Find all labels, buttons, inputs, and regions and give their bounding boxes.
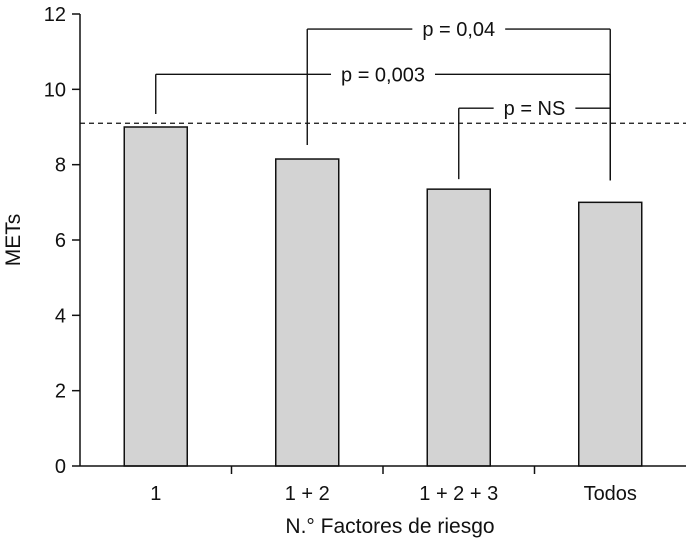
y-tick-label: 8 (55, 155, 66, 177)
x-tick-label: Todos (584, 483, 637, 505)
annotations-layer: p = 0,04 p = 0,003 p = NS (155, 19, 611, 181)
y-axis-title: METs (2, 214, 25, 267)
y-tick-label: 6 (55, 230, 66, 252)
bars-layer (123, 126, 643, 467)
y-tick-label: 0 (55, 456, 66, 478)
bar-3 (426, 188, 491, 467)
y-tick-label: 4 (55, 305, 66, 327)
significance-label: p = 0,04 (422, 19, 495, 41)
bar-2 (275, 158, 340, 467)
significance-label: p = NS (504, 98, 566, 120)
bar-1 (123, 126, 188, 467)
y-tick-label: 10 (44, 79, 66, 101)
x-axis-title: N.° Factores de riesgo (285, 515, 494, 538)
y-tick-label: 2 (55, 381, 66, 403)
x-tick-label: 1 (150, 483, 161, 505)
x-tick-label: 1 + 2 + 3 (419, 483, 498, 505)
y-tick-label: 12 (44, 4, 66, 26)
bar-4 (578, 201, 643, 467)
x-tick-label: 1 + 2 (285, 483, 330, 505)
significance-label: p = 0,003 (341, 64, 425, 86)
y-ticks-layer: 0 2 4 6 8 10 12 (44, 4, 80, 478)
x-ticks-layer: 1 1 + 2 1 + 2 + 3 Todos (150, 466, 637, 505)
